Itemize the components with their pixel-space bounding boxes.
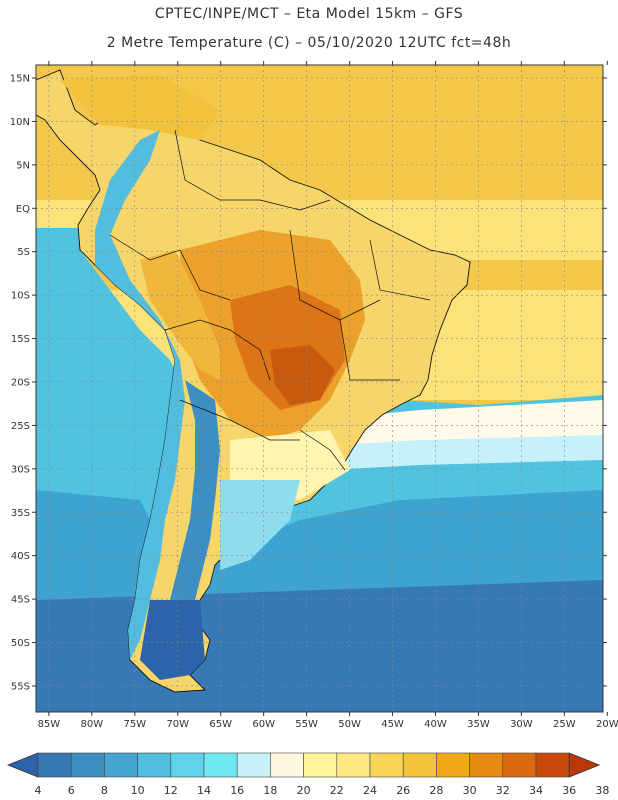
andes-cold-zone [95,130,185,660]
colorbar-label: 20 [297,784,311,797]
colorbar-left-arrow [6,752,39,778]
colorbar-label: 10 [131,784,145,797]
pampas-zone [220,480,300,570]
colorbar-swatch [236,752,271,778]
lon-label: 40W [424,719,447,730]
lat-label: 5N [16,160,30,171]
lat-label: EQ [16,204,30,215]
colorbar-label: 34 [529,784,543,797]
lon-label: 30W [510,719,533,730]
colorbar-label: 14 [197,784,211,797]
colorbar-label: 18 [263,784,277,797]
patagonia-cold-zone [160,380,220,650]
lon-label: 85W [38,719,61,730]
warm-zone-28 [140,250,220,380]
colorbar-swatch [70,752,105,778]
colorbar-swatch [203,752,238,778]
colorbar-label: 8 [101,784,108,797]
lon-label: 50W [338,719,361,730]
colorbar-swatch [535,752,570,778]
colorbar-label: 30 [463,784,477,797]
colorbar-label: 24 [363,784,377,797]
lat-label: 15S [11,334,30,345]
lon-label: 35W [467,719,490,730]
colorbar-label: 22 [330,784,344,797]
lon-label: 70W [166,719,189,730]
colorbar-label: 6 [68,784,75,797]
ocean-band-6 [36,580,603,712]
border-brazil-states-3 [369,239,431,301]
lon-label: 55W [295,719,318,730]
colorbar-swatch [303,752,338,778]
colorbar-label: 12 [164,784,178,797]
colorbar-swatch [502,752,537,778]
colorbar-labels: 4 6 8 10 12 14 16 18 20 22 24 26 28 30 32 34 36 38 [35,784,610,797]
lat-label: 55S [11,681,30,692]
colorbar-label: 38 [595,784,609,797]
lat-label: 40S [11,551,30,562]
lat-label: 30S [11,464,30,475]
colorbar-swatch [137,752,172,778]
border-north [174,129,331,211]
longitude-labels: 85W 80W 75W 70W 65W 60W 55W 50W 45W 40W 35W 30W 25W 2… [38,719,618,730]
border-uruguay [299,429,346,471]
lat-label: 35S [11,508,30,519]
colorbar-right-arrow [568,752,601,778]
lat-label: 15N [10,74,30,85]
colorbar-swatch [469,752,504,778]
colorbar-label: 36 [562,784,576,797]
lat-label: 50S [11,638,30,649]
lon-label: 20W [596,719,618,730]
chart-title-line2: 2 Metre Temperature (C) – 05/10/2020 12U… [106,35,512,51]
hot-zone-36 [270,345,335,405]
lat-label: 25S [11,421,30,432]
north-zone-28 [60,75,220,140]
colorbar-swatch [402,752,437,778]
map-frame [35,64,604,713]
colorbar-label: 4 [35,784,42,797]
lon-label: 65W [209,719,232,730]
lat-label: 45S [11,595,30,606]
lon-label: 75W [123,719,146,730]
lon-label: 25W [553,719,576,730]
chart-title-line1: CPTEC/INPE/MCT – Eta Model 15km – GFS [154,6,464,22]
lat-label: 5S [17,247,30,258]
colorbar-swatch [37,752,72,778]
colorbar-label: 16 [230,784,244,797]
axis-ticks [32,61,608,716]
lat-label: 10N [10,117,30,128]
colorbar-swatch [336,752,371,778]
lon-label: 80W [81,719,104,730]
colorbar-label: 28 [429,784,443,797]
lat-label: 10S [11,291,30,302]
colorbar-swatch [104,752,138,778]
tierra-del-fuego-cold [140,600,205,680]
border-bolivia [164,319,271,381]
colorbar-label: 26 [396,784,410,797]
colorbar-swatch [369,752,404,778]
colorbar-swatch [436,752,470,778]
border-brazil-states-1 [289,229,381,321]
latitude-labels: 15N 10N 5N EQ 5S 10S 15S 20S 25S 30S 35S 40S 45S 50S 5… [10,74,30,693]
lon-label: 60W [252,719,275,730]
lat-label: 20S [11,377,30,388]
border-brazil-states-2 [339,319,400,381]
colorbar-swatch [170,752,205,778]
temperature-colorbar [6,752,601,778]
lon-label: 45W [381,719,404,730]
colorbar-label: 32 [496,784,510,797]
colorbar-swatch [270,752,304,778]
border-paraguay-argentina [179,399,300,441]
